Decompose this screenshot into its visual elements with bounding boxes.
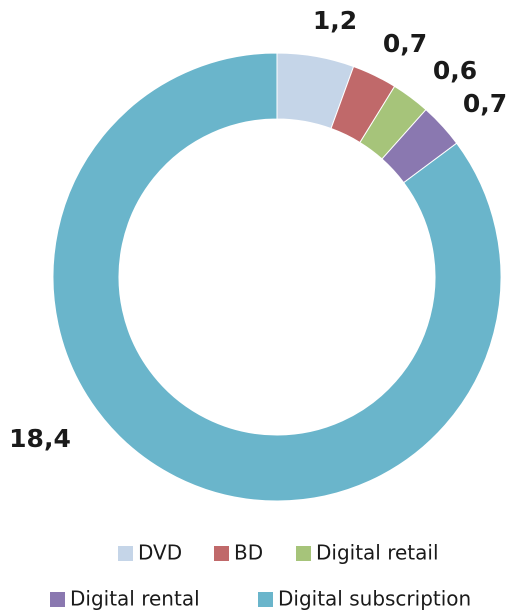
legend-label: Digital rental bbox=[70, 587, 200, 610]
legend-label: Digital subscription bbox=[278, 587, 471, 610]
value-label: 0,7 bbox=[383, 29, 427, 58]
value-label: 18,4 bbox=[9, 424, 71, 453]
legend-label: Digital retail bbox=[316, 541, 439, 565]
legend-swatch bbox=[258, 592, 273, 607]
value-label: 1,2 bbox=[313, 6, 357, 35]
legend-label: DVD bbox=[138, 541, 182, 565]
value-label: 0,6 bbox=[433, 56, 477, 85]
legend-label: BD bbox=[234, 541, 263, 565]
legend-swatch bbox=[50, 592, 65, 607]
legend-swatch bbox=[118, 546, 133, 561]
legend-swatch bbox=[296, 546, 311, 561]
legend-swatch bbox=[214, 546, 229, 561]
donut-segment bbox=[52, 52, 502, 502]
value-label: 0,7 bbox=[463, 89, 507, 118]
